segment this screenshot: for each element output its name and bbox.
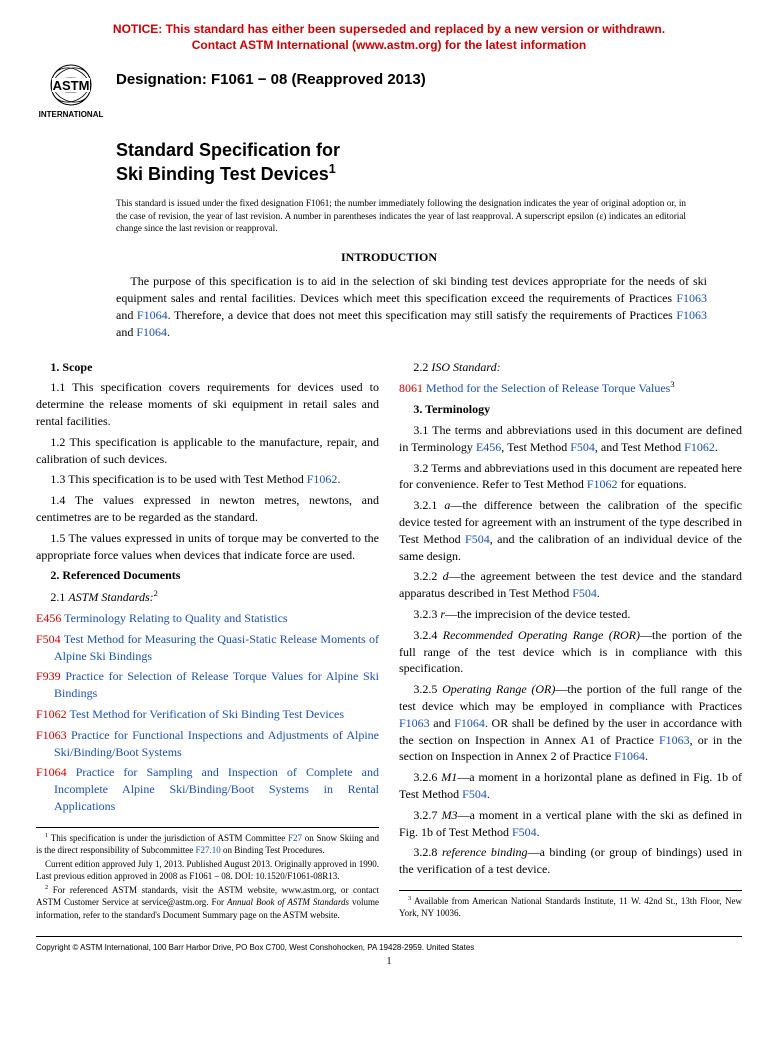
intro-body: The purpose of this specification is to … [116,273,707,340]
term-3-2-8: 3.2.8 reference binding—a binding (or gr… [399,844,742,878]
notice-line1: NOTICE: This standard has either been su… [113,22,665,36]
intro-heading: INTRODUCTION [36,250,742,265]
bottom-rule [36,936,742,937]
ref-code[interactable]: F1062 [36,707,67,721]
title-block: Standard Specification for Ski Binding T… [116,139,742,185]
scope-1-5: 1.5 The values expressed in units of tor… [36,530,379,564]
term-3-2-2: 3.2.2 d—the agreement between the test d… [399,568,742,602]
page-number: 1 [36,956,742,967]
ref-code[interactable]: F939 [36,669,61,683]
svg-text:INTERNATIONAL: INTERNATIONAL [39,110,104,119]
designation: Designation: F1061 − 08 (Reapproved 2013… [116,63,426,88]
refdocs-iso-label: 2.2 ISO Standard: [399,359,742,376]
ref-code[interactable]: 8061 [399,381,423,395]
ref-item: F1064 Practice for Sampling and Inspecti… [36,764,379,814]
term-3-2-4: 3.2.4 Recommended Operating Range (ROR)—… [399,627,742,677]
term-3-2: 3.2 Terms and abbreviations used in this… [399,460,742,494]
term-3-2-3: 3.2.3 r—the imprecision of the device te… [399,606,742,623]
footnote-1: 1 This specification is under the jurisd… [36,832,379,856]
astm-logo: ASTM INTERNATIONAL [36,63,106,121]
title-sup: 1 [329,162,336,176]
ref-item-iso: 8061 Method for the Selection of Release… [399,379,742,397]
scope-heading: 1. Scope [36,359,379,376]
header-row: ASTM INTERNATIONAL Designation: F1061 − … [36,63,742,121]
link-f1063[interactable]: F1063 [676,308,707,322]
refdocs-astm-label: 2.1 ASTM Standards:2 [36,588,379,606]
page: NOTICE: This standard has either been su… [0,0,778,987]
notice-banner: NOTICE: This standard has either been su… [36,22,742,53]
footnote-3: 3 Available from American National Stand… [399,895,742,919]
terminology-heading: 3. Terminology [399,401,742,418]
term-3-1: 3.1 The terms and abbreviations used in … [399,422,742,456]
scope-1-3: 1.3 This specification is to be used wit… [36,471,379,488]
footnotes-right: 3 Available from American National Stand… [399,890,742,919]
footnote-2: 2 For referenced ASTM standards, visit t… [36,884,379,920]
title-line2: Ski Binding Test Devices [116,164,329,184]
scope-1-4: 1.4 The values expressed in newton metre… [36,492,379,526]
link-f1062[interactable]: F1062 [307,472,338,486]
refdocs-heading: 2. Referenced Documents [36,567,379,584]
ref-item: F939 Practice for Selection of Release T… [36,668,379,702]
issuance-note: This standard is issued under the fixed … [116,197,686,234]
term-3-2-7: 3.2.7 M3—a moment in a vertical plane wi… [399,807,742,841]
ref-item: F1062 Test Method for Verification of Sk… [36,706,379,723]
scope-1-2: 1.2 This specification is applicable to … [36,434,379,468]
svg-text:ASTM: ASTM [53,78,90,93]
term-3-2-5: 3.2.5 Operating Range (OR)—the portion o… [399,681,742,765]
scope-1-1: 1.1 This specification covers requiremen… [36,379,379,429]
term-3-2-6: 3.2.6 M1—a moment in a horizontal plane … [399,769,742,803]
ref-item: F504 Test Method for Measuring the Quasi… [36,631,379,665]
term-3-2-1: 3.2.1 a—the difference between the calib… [399,497,742,564]
link-f1063[interactable]: F1063 [676,291,707,305]
ref-code[interactable]: F1063 [36,728,67,742]
notice-line2: Contact ASTM International (www.astm.org… [192,38,586,52]
footnote-1b: Current edition approved July 1, 2013. P… [36,858,379,882]
ref-item: F1063 Practice for Functional Inspection… [36,727,379,761]
ref-item: E456 Terminology Relating to Quality and… [36,610,379,627]
title-line1: Standard Specification for [116,140,340,160]
copyright: Copyright © ASTM International, 100 Barr… [36,943,742,952]
ref-code[interactable]: F504 [36,632,61,646]
footnotes-left: 1 This specification is under the jurisd… [36,827,379,921]
ref-code[interactable]: F1064 [36,765,67,779]
ref-code[interactable]: E456 [36,611,61,625]
link-f1064[interactable]: F1064 [137,308,168,322]
link-f1064[interactable]: F1064 [136,325,167,339]
two-column-body: 1. Scope 1.1 This specification covers r… [36,359,742,922]
